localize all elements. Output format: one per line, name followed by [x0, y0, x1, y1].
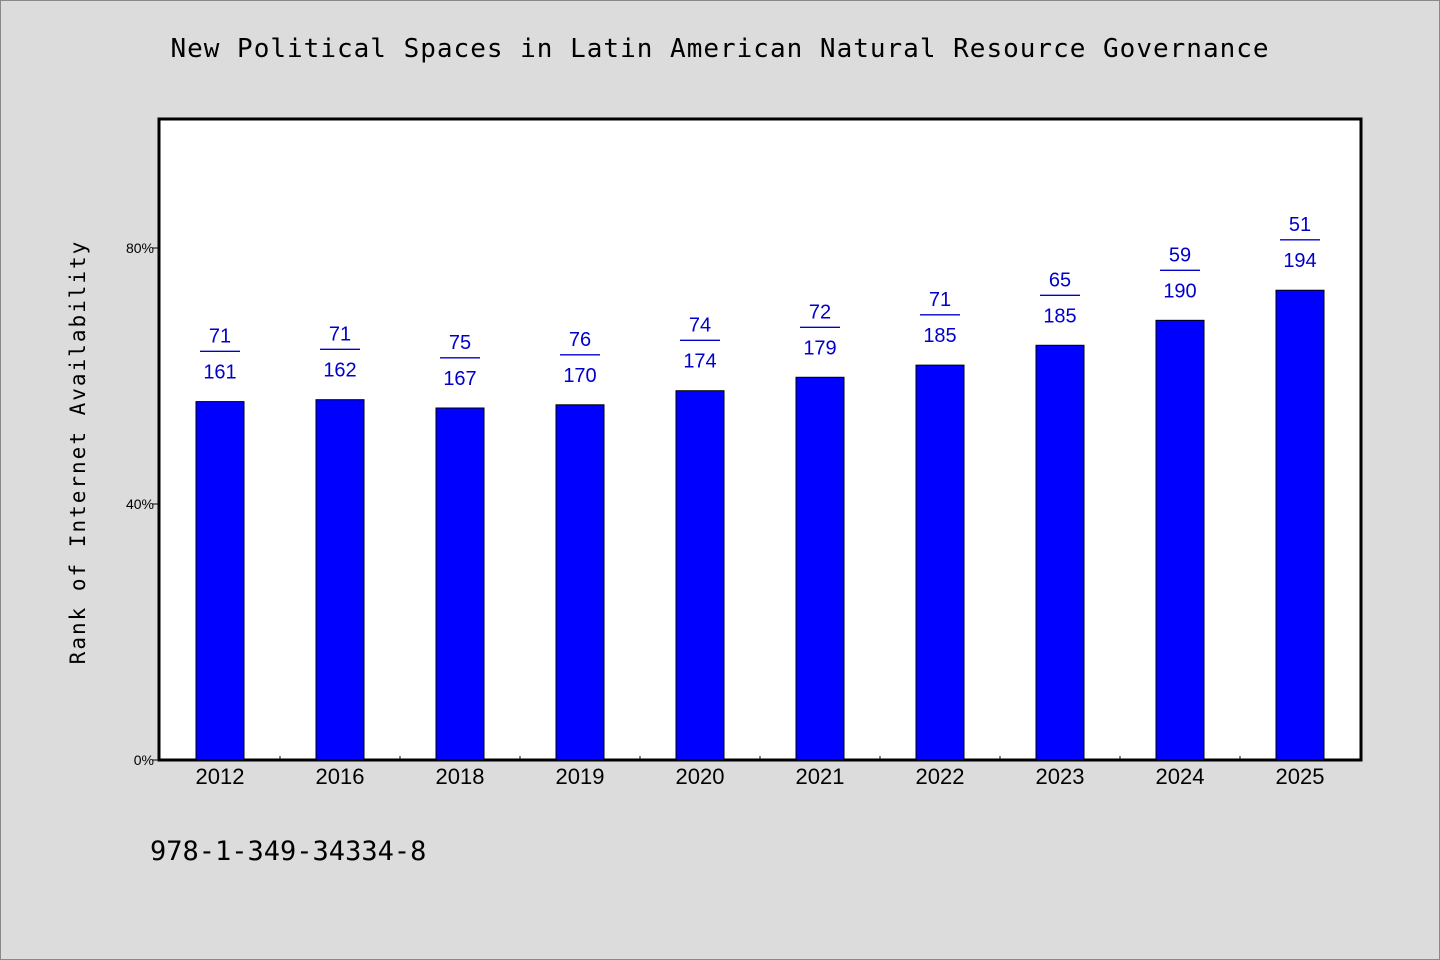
data-label-total: 170: [563, 365, 596, 387]
data-label-rank: 74: [689, 315, 711, 337]
data-label-sep: ——: [200, 340, 240, 362]
data-labels: 161——71162——71167——75170——76174——74179——…: [200, 214, 1320, 390]
data-label-sep: ——: [680, 329, 720, 351]
isbn-footer: 978-1-349-34334-8: [150, 836, 427, 867]
bar-2021: [795, 376, 845, 761]
x-tick-label: 2018: [436, 764, 485, 789]
bar-2016: [315, 399, 365, 761]
x-tick-label: 2020: [676, 764, 725, 789]
x-tick-label: 2022: [916, 764, 965, 789]
y-tick-label: 80%: [126, 240, 154, 256]
data-label-total: 185: [1043, 305, 1076, 327]
data-label-rank: 51: [1289, 214, 1311, 236]
data-label-sep: ——: [1280, 228, 1320, 250]
data-label-total: 185: [923, 325, 956, 347]
x-tick-label: 2019: [556, 764, 605, 789]
data-label-total: 161: [203, 362, 236, 384]
data-label-rank: 65: [1049, 269, 1071, 291]
data-label-rank: 75: [449, 332, 471, 354]
bar-2019: [555, 404, 605, 761]
bar-2012: [195, 401, 245, 761]
y-tick-label: 0%: [134, 752, 154, 768]
data-label-sep: ——: [560, 343, 600, 365]
data-label-sep: ——: [1040, 283, 1080, 305]
x-tick-label: 2016: [316, 764, 365, 789]
data-label-rank: 71: [929, 289, 951, 311]
data-label-total: 179: [803, 337, 836, 359]
data-label-sep: ——: [320, 338, 360, 360]
data-label-rank: 71: [209, 326, 231, 348]
chart-title: New Political Spaces in Latin American N…: [170, 34, 1270, 64]
bar-2024: [1155, 319, 1205, 761]
x-tick-label: 2024: [1156, 764, 1205, 789]
data-label-sep: ——: [1160, 258, 1200, 280]
data-label-rank: 72: [809, 301, 831, 323]
bars: [195, 289, 1325, 761]
bar-2018: [435, 407, 485, 761]
data-label-sep: ——: [440, 346, 480, 368]
data-label-rank: 71: [329, 324, 351, 346]
data-label-total: 174: [683, 351, 716, 373]
bar-2022: [915, 364, 965, 761]
data-label-sep: ——: [920, 303, 960, 325]
data-label-total: 190: [1163, 280, 1196, 302]
data-label-total: 162: [323, 360, 356, 382]
data-label-total: 167: [443, 368, 476, 390]
x-tick-label: 2025: [1276, 764, 1325, 789]
x-tick-label: 2012: [196, 764, 245, 789]
x-tick-label: 2021: [796, 764, 845, 789]
data-label-total: 194: [1283, 250, 1316, 272]
data-label-sep: ——: [800, 315, 840, 337]
y-axis-ticks: 0% 40% 80%: [126, 240, 1241, 768]
bar-2025: [1275, 289, 1325, 761]
data-label-rank: 59: [1169, 244, 1191, 266]
x-axis-labels: 2012 2016 2018 2019 2020 2021 2022 2023 2024 2025: [196, 764, 1325, 789]
bar-2020: [675, 390, 725, 761]
x-tick-label: 2023: [1036, 764, 1085, 789]
data-label-rank: 76: [569, 329, 591, 351]
y-tick-label: 40%: [126, 496, 154, 512]
bar-2023: [1035, 344, 1085, 761]
